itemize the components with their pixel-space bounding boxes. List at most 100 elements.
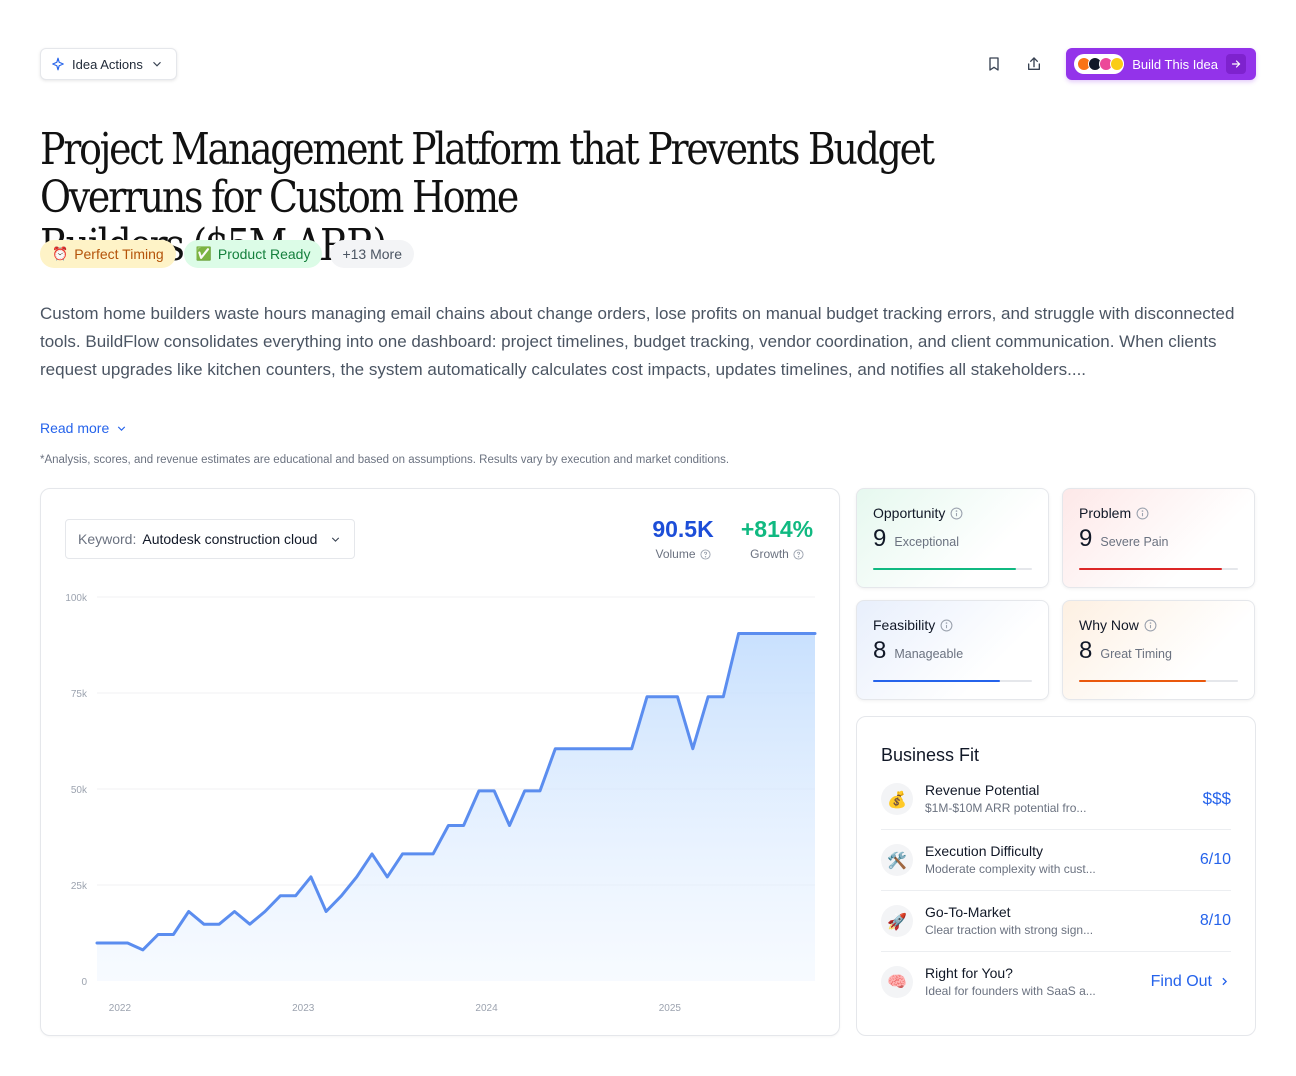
alarm-clock-icon: ⏰ bbox=[52, 246, 69, 262]
keyword-label: Keyword: bbox=[78, 531, 137, 547]
rocket-icon: 🚀 bbox=[881, 905, 913, 937]
score-name-row: Opportunity bbox=[873, 505, 1032, 521]
business-fit-sub: Clear traction with strong sign... bbox=[925, 923, 1094, 937]
score-value: 9 bbox=[873, 525, 887, 552]
chevron-right-icon bbox=[1222, 977, 1228, 986]
business-fit-row-gtm[interactable]: 🚀 Go-To-Market Clear traction with stron… bbox=[881, 891, 1231, 952]
score-value: 8 bbox=[873, 637, 887, 664]
chevron-down-icon bbox=[331, 536, 340, 542]
tag-product-ready[interactable]: ✅ Product Ready bbox=[183, 240, 323, 268]
business-fit-name: Revenue Potential bbox=[925, 782, 1040, 798]
business-fit-text: Revenue Potential $1M-$10M ARR potential… bbox=[925, 781, 1203, 817]
score-value: 9 bbox=[1079, 525, 1093, 552]
check-mark-icon: ✅ bbox=[195, 246, 212, 262]
x-tick-label: 2022 bbox=[109, 1003, 132, 1014]
score-bar bbox=[873, 568, 1032, 570]
help-icon[interactable] bbox=[699, 548, 711, 560]
tag-more[interactable]: +13 More bbox=[330, 240, 415, 268]
score-name-row: Feasibility bbox=[873, 617, 1032, 633]
build-this-idea-label: Build This Idea bbox=[1132, 56, 1218, 72]
score-name: Why Now bbox=[1079, 617, 1139, 633]
idea-description: Custom home builders waste hours managin… bbox=[40, 304, 1235, 379]
y-tick-label: 25k bbox=[71, 881, 88, 892]
idea-actions-button[interactable]: Idea Actions bbox=[40, 48, 177, 80]
idea-actions-label: Idea Actions bbox=[72, 56, 143, 72]
business-fit-name: Go-To-Market bbox=[925, 904, 1011, 920]
score-bar-fill bbox=[1079, 680, 1207, 682]
info-icon[interactable] bbox=[950, 507, 963, 520]
chevron-down-icon bbox=[152, 61, 161, 67]
trend-chart-card: 0 25k 50k 75k 100k 2022 2023 2024 2025 Keyword: … bbox=[40, 488, 840, 1036]
read-more-link[interactable]: Read more bbox=[40, 420, 128, 436]
volume-metric: 90.5K Volume bbox=[637, 513, 729, 561]
score-card-why-now[interactable]: Why Now 8 Great Timing bbox=[1062, 600, 1255, 700]
tag-list: ⏰ Perfect Timing ✅ Product Ready +13 Mor… bbox=[40, 240, 415, 268]
disclaimer: *Analysis, scores, and revenue estimates… bbox=[40, 454, 730, 466]
tag-label: Perfect Timing bbox=[74, 246, 164, 262]
volume-label-row: Volume bbox=[637, 547, 729, 561]
info-icon[interactable] bbox=[1136, 507, 1149, 520]
score-word: Manageable bbox=[894, 647, 964, 661]
growth-value: +814% bbox=[740, 516, 814, 542]
score-bar bbox=[1079, 680, 1238, 682]
info-icon[interactable] bbox=[1144, 619, 1157, 632]
tools-icon: 🛠️ bbox=[881, 844, 913, 876]
x-tick-label: 2024 bbox=[475, 1003, 498, 1014]
business-fit-name: Right for You? bbox=[925, 964, 1013, 981]
chevron-down-icon bbox=[118, 425, 126, 431]
business-fit-row-revenue[interactable]: 💰 Revenue Potential $1M-$10M ARR potenti… bbox=[881, 769, 1231, 830]
business-fit-value: $$$ bbox=[1202, 789, 1231, 808]
business-fit-sub: $1M-$10M ARR potential fro... bbox=[925, 801, 1087, 815]
score-row: 8 Manageable bbox=[873, 637, 1032, 665]
score-card-feasibility[interactable]: Feasibility 8 Manageable bbox=[856, 600, 1049, 700]
sparkle-icon bbox=[52, 57, 64, 71]
y-tick-label: 100k bbox=[65, 593, 88, 604]
score-row: 9 Severe Pain bbox=[1079, 525, 1238, 553]
x-tick-label: 2025 bbox=[659, 1003, 682, 1014]
page-title-line1: Project Management Platform that Prevent… bbox=[40, 124, 935, 223]
score-word: Exceptional bbox=[894, 535, 959, 549]
business-fit-text: Right for You? Ideal for founders with S… bbox=[925, 964, 1151, 1000]
top-bar: Idea Actions Build This Idea bbox=[40, 48, 1256, 80]
score-card-opportunity[interactable]: Opportunity 9 Exceptional bbox=[856, 488, 1049, 588]
bookmark-icon bbox=[989, 57, 999, 71]
read-more-label: Read more bbox=[40, 420, 110, 436]
score-bar-fill bbox=[1079, 568, 1223, 570]
score-name: Problem bbox=[1079, 505, 1132, 521]
area-fill bbox=[97, 633, 815, 981]
tag-perfect-timing[interactable]: ⏰ Perfect Timing bbox=[40, 240, 176, 268]
score-card-problem[interactable]: Problem 9 Severe Pain bbox=[1062, 488, 1255, 588]
find-out-link[interactable]: Find Out bbox=[1151, 973, 1231, 991]
business-fit-sub: Moderate complexity with cust... bbox=[925, 862, 1096, 876]
score-word: Severe Pain bbox=[1100, 535, 1169, 549]
business-fit-card: Business Fit 💰 Revenue Potential $1M-$10… bbox=[856, 716, 1256, 1036]
score-value: 8 bbox=[1079, 637, 1093, 664]
score-bar-fill bbox=[873, 568, 1017, 570]
tag-label: Product Ready bbox=[217, 246, 311, 262]
business-fit-value: 8/10 bbox=[1199, 912, 1231, 929]
find-out-label: Find Out bbox=[1150, 972, 1212, 990]
score-name-row: Problem bbox=[1079, 505, 1238, 521]
score-bar bbox=[1079, 568, 1238, 570]
volume-label: Volume bbox=[655, 547, 696, 561]
growth-label: Growth bbox=[750, 547, 789, 561]
build-this-idea-button[interactable]: Build This Idea bbox=[1066, 48, 1256, 80]
business-fit-text: Execution Difficulty Moderate complexity… bbox=[925, 842, 1200, 878]
score-row: 9 Exceptional bbox=[873, 525, 1032, 553]
bookmark-button[interactable] bbox=[978, 48, 1010, 80]
business-fit-title: Business Fit bbox=[881, 745, 980, 765]
info-icon[interactable] bbox=[940, 619, 953, 632]
keyword-select[interactable]: Keyword: Autodesk construction cloud bbox=[65, 519, 355, 559]
growth-metric: +814% Growth bbox=[733, 513, 821, 561]
help-icon[interactable] bbox=[793, 548, 804, 560]
volume-value: 90.5K bbox=[652, 516, 714, 542]
business-fit-row-right-for-you[interactable]: 🧠 Right for You? Ideal for founders with… bbox=[881, 951, 1231, 1012]
x-tick-label: 2023 bbox=[292, 1003, 315, 1014]
business-fit-text: Go-To-Market Clear traction with strong … bbox=[925, 903, 1200, 939]
trend-chart: 0 25k 50k 75k 100k 2022 2023 2024 2025 bbox=[65, 593, 817, 1014]
business-fit-row-execution[interactable]: 🛠️ Execution Difficulty Moderate complex… bbox=[881, 830, 1231, 891]
share-button[interactable] bbox=[1018, 48, 1050, 80]
top-actions: Build This Idea bbox=[978, 48, 1256, 80]
score-bar bbox=[873, 680, 1032, 682]
growth-label-row: Growth bbox=[733, 547, 821, 561]
